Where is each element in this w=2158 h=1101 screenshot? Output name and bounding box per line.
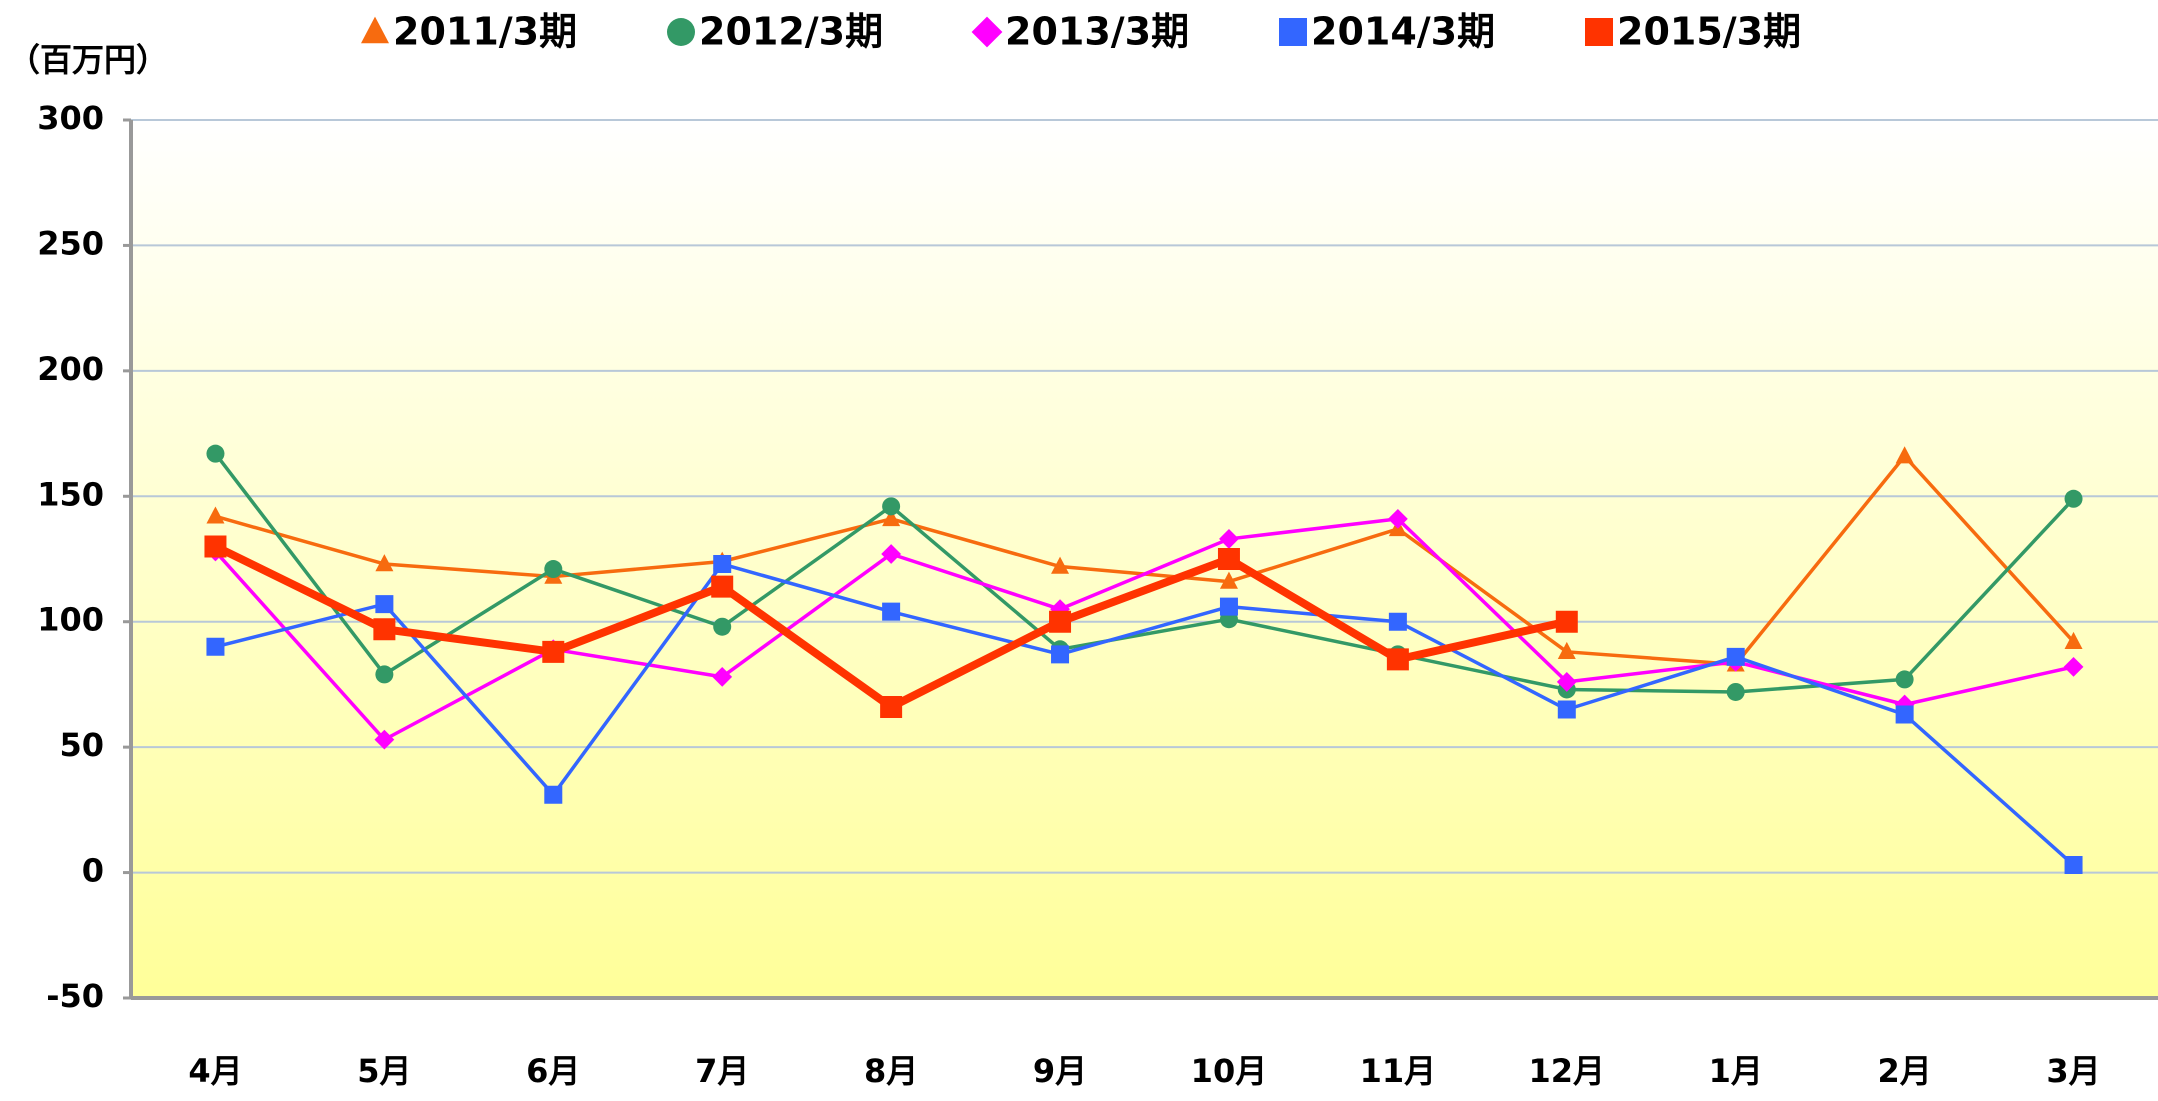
y-tick-label: 300 xyxy=(37,99,104,137)
marker xyxy=(1387,508,1408,529)
marker xyxy=(882,602,901,621)
marker xyxy=(1051,556,1070,574)
marker xyxy=(713,555,732,574)
marker xyxy=(204,535,227,558)
legend-label: 2015/3期 xyxy=(1617,10,1801,54)
marker xyxy=(713,617,732,636)
y-tick-label: -50 xyxy=(46,977,104,1015)
marker xyxy=(2063,656,2084,677)
legend-marker xyxy=(1585,18,1613,46)
marker xyxy=(542,640,565,663)
marker xyxy=(1556,672,1577,692)
marker xyxy=(1726,647,1745,666)
x-tick-label: 10月 xyxy=(1191,1052,1268,1090)
marker xyxy=(1388,612,1407,631)
legend-label: 2012/3期 xyxy=(699,10,883,54)
marker xyxy=(712,667,733,687)
y-tick-label: 100 xyxy=(37,601,104,639)
marker xyxy=(206,506,225,524)
y-tick-label: 0 xyxy=(82,852,104,890)
x-tick-label: 7月 xyxy=(695,1052,749,1090)
x-tick-label: 6月 xyxy=(526,1052,580,1090)
marker xyxy=(2064,489,2083,508)
y-tick-label: 150 xyxy=(37,475,104,513)
marker xyxy=(1049,610,1072,633)
marker xyxy=(882,497,901,516)
series-line xyxy=(215,562,2075,867)
marker xyxy=(881,544,902,564)
marker xyxy=(1895,670,1914,689)
marker xyxy=(1051,645,1070,664)
marker xyxy=(1219,597,1238,616)
marker xyxy=(1726,682,1745,701)
marker xyxy=(1555,610,1578,633)
x-tick-label: 9月 xyxy=(1033,1052,1087,1090)
marker xyxy=(206,444,225,463)
legend-marker xyxy=(971,16,1003,48)
marker xyxy=(1895,705,1914,724)
x-tick-label: 1月 xyxy=(1709,1052,1763,1090)
marker xyxy=(544,785,563,804)
y-axis-label: （百万円） xyxy=(8,41,168,79)
y-tick-label: 200 xyxy=(37,350,104,388)
marker xyxy=(544,560,563,579)
marker xyxy=(2064,856,2083,875)
x-tick-label: 2月 xyxy=(1877,1052,1931,1090)
marker xyxy=(1895,446,1914,464)
marker xyxy=(1219,529,1239,549)
x-tick-label: 8月 xyxy=(864,1052,918,1090)
x-tick-label: 5月 xyxy=(357,1052,411,1090)
marker xyxy=(206,637,225,656)
plot-area xyxy=(131,120,2158,998)
x-tick-label: 4月 xyxy=(188,1052,242,1090)
legend-label: 2011/3期 xyxy=(393,10,577,54)
marker xyxy=(375,554,394,572)
marker xyxy=(2064,631,2083,649)
legend-marker xyxy=(361,16,389,44)
legend-marker xyxy=(1279,18,1307,46)
y-tick-label: 50 xyxy=(59,726,104,764)
legend-label: 2014/3期 xyxy=(1311,10,1495,54)
y-tick-label: 250 xyxy=(37,224,104,262)
legend-marker xyxy=(667,18,695,46)
marker xyxy=(1557,700,1576,719)
legend-label: 2013/3期 xyxy=(1005,10,1189,54)
marker xyxy=(1217,548,1240,570)
marker xyxy=(1386,648,1409,671)
marker xyxy=(375,595,394,614)
marker xyxy=(882,508,901,527)
x-tick-label: 3月 xyxy=(2046,1052,2100,1090)
marker xyxy=(711,575,734,598)
x-tick-label: 11月 xyxy=(1360,1052,1437,1090)
marker xyxy=(373,618,396,641)
marker xyxy=(880,696,903,719)
x-tick-label: 12月 xyxy=(1529,1052,1606,1090)
marker xyxy=(1557,641,1576,660)
series-line xyxy=(214,452,2075,694)
marker xyxy=(374,729,395,750)
series-line xyxy=(214,517,2074,742)
marker xyxy=(375,665,394,684)
marker xyxy=(1219,571,1238,589)
